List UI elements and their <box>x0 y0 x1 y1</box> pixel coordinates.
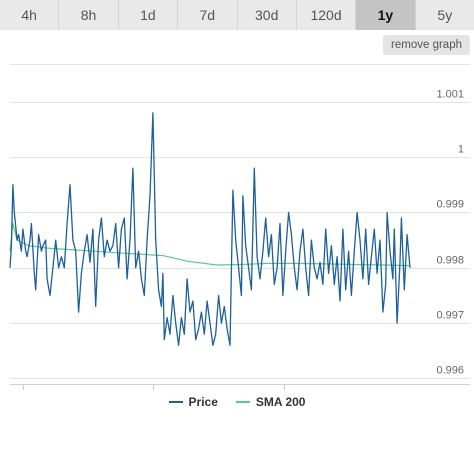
chart-legend: Price SMA 200 <box>0 392 474 412</box>
legend-label-price: Price <box>188 395 218 409</box>
price-legend-swatch <box>168 401 183 403</box>
price-series-line <box>9 112 411 346</box>
y-tick-label: 0.999 <box>436 199 464 211</box>
sma-series-line <box>9 222 411 267</box>
y-tick-label: 0.997 <box>436 310 464 322</box>
price-chart: 0.996 0.997 0.998 0.999 1 1.001 Apr '25Jul '2… <box>9 64 470 390</box>
y-tick-label: 1 <box>458 144 464 156</box>
y-tick-label: 1.001 <box>436 89 464 101</box>
range-button-120d[interactable]: 120d <box>296 0 357 30</box>
range-button-1d[interactable]: 1d <box>118 0 179 30</box>
x-axis-labels: Apr '25Jul '25Oct '25 <box>23 384 285 390</box>
range-button-5y[interactable]: 5y <box>415 0 474 30</box>
sma-legend-swatch <box>235 401 250 403</box>
range-button-30d[interactable]: 30d <box>237 0 297 30</box>
range-button-7d[interactable]: 7d <box>178 0 238 30</box>
y-tick-label: 0.998 <box>436 255 464 267</box>
legend-item-price[interactable]: Price <box>168 395 218 409</box>
y-axis-labels: 0.996 0.997 0.998 0.999 1 1.001 <box>436 89 464 377</box>
range-button-8h[interactable]: 8h <box>59 0 119 30</box>
range-selector: 4h 8h 1d 7d 30d 120d 1y 5y <box>0 0 474 30</box>
chart-series <box>9 112 411 346</box>
y-tick-label: 0.996 <box>436 365 464 377</box>
legend-label-sma: SMA 200 <box>255 395 306 409</box>
range-button-4h[interactable]: 4h <box>0 0 60 30</box>
remove-graph-button[interactable]: remove graph <box>383 35 470 55</box>
chart-gridlines <box>10 64 470 385</box>
legend-item-sma[interactable]: SMA 200 <box>235 395 306 409</box>
range-button-1y[interactable]: 1y <box>356 0 416 30</box>
